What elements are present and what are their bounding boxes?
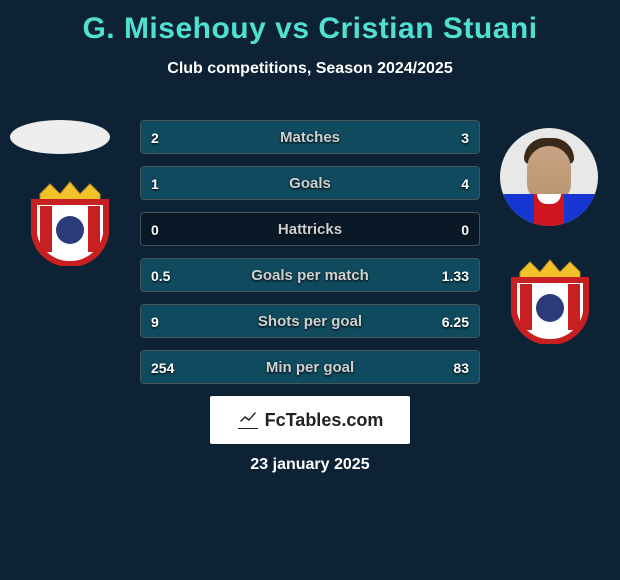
avatar-jersey: [500, 194, 598, 226]
stat-row: 23Matches: [140, 120, 480, 154]
brand-badge: FcTables.com: [210, 396, 410, 444]
stats-container: 23Matches 14Goals 00Hattricks 0.51.33Goals …: [140, 120, 480, 396]
stat-row: 96.25Shots per goal: [140, 304, 480, 338]
stat-label: Min per goal: [141, 351, 479, 384]
brand-text: FcTables.com: [265, 410, 384, 431]
club-crest-right: [500, 258, 600, 344]
stat-label: Goals per match: [141, 259, 479, 292]
date-text: 23 january 2025: [0, 456, 620, 474]
stat-label: Goals: [141, 167, 479, 200]
club-crest-left: [20, 180, 120, 266]
stat-row: 00Hattricks: [140, 212, 480, 246]
stat-label: Shots per goal: [141, 305, 479, 338]
page-title: G. Misehouy vs Cristian Stuani: [0, 0, 620, 46]
stat-label: Matches: [141, 121, 479, 154]
player2-avatar: [500, 128, 598, 226]
subtitle: Club competitions, Season 2024/2025: [0, 60, 620, 78]
chart-icon: [237, 411, 259, 429]
player1-placeholder: [10, 120, 110, 154]
stat-row: 25483Min per goal: [140, 350, 480, 384]
stat-label: Hattricks: [141, 213, 479, 246]
stat-row: 14Goals: [140, 166, 480, 200]
stat-row: 0.51.33Goals per match: [140, 258, 480, 292]
